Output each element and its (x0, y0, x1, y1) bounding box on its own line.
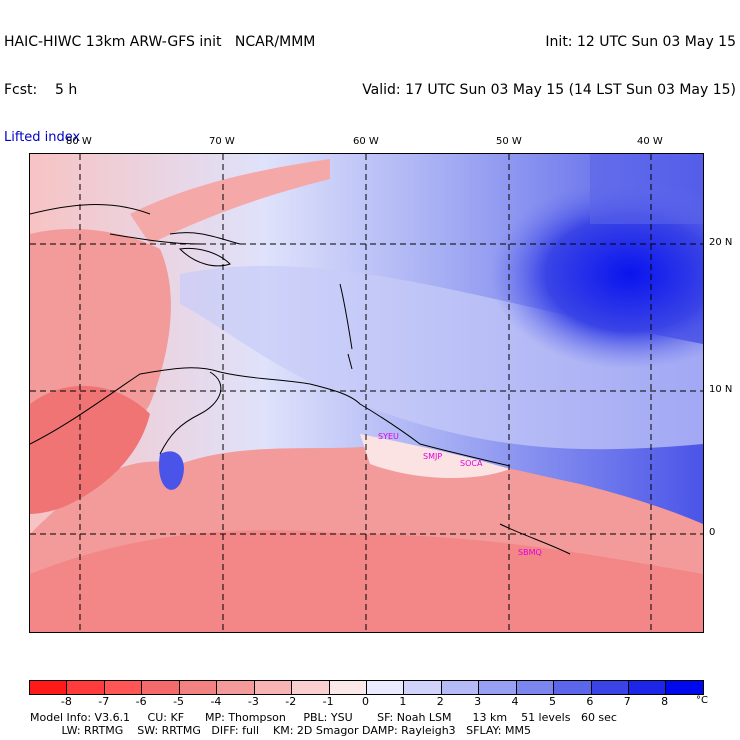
model-info-line1: Model Info: V3.6.1 CU: KF MP: Thompson P… (30, 711, 617, 724)
colorbar-swatch (479, 681, 517, 694)
lat-label-20n: 20 N (709, 237, 733, 248)
colorbar-label: 0 (362, 695, 369, 708)
hispaniola-coast (178, 247, 231, 267)
colorbar-swatch (292, 681, 330, 694)
colorbar-swatch (441, 681, 480, 694)
colorbar-swatch (142, 681, 180, 694)
south-america-north-coast (30, 367, 511, 467)
colorbar-swatch (254, 681, 293, 694)
colorbar-label: 4 (511, 695, 519, 708)
lesser-antilles (339, 283, 353, 370)
colorbar-swatch (404, 681, 442, 694)
map-canvas (30, 154, 703, 632)
colorbar-label: -4 (210, 695, 222, 708)
colorbar-label: -8 (60, 695, 72, 708)
mid-ocean-zone (180, 265, 703, 450)
guiana-coast-zone (360, 434, 510, 479)
stable-northeast (590, 154, 703, 224)
station-label: SOCA (460, 459, 483, 468)
colorbar-swatch (179, 681, 218, 694)
colorbar (29, 680, 704, 695)
caribbean-islands-north (30, 204, 241, 245)
lifted-index-map: SYEU SMJP SOCA SBMQ (29, 153, 704, 633)
colorbar-label: 8 (661, 695, 669, 708)
latlon-grid (30, 154, 703, 632)
lon-label-40w: 40 W (637, 136, 663, 147)
lon-label-60w: 60 W (353, 136, 379, 147)
colorbar-swatch (629, 681, 667, 694)
station-label: SMJP (423, 452, 443, 461)
lat-label-10n: 10 N (709, 384, 733, 395)
northwest-band (130, 159, 330, 244)
colorbar-label: 5 (548, 695, 556, 708)
station-label: SBMQ (518, 548, 542, 557)
colorbar-label: 6 (586, 695, 594, 708)
colorbar-label: -6 (135, 695, 147, 708)
header-right: Init: 12 UTC Sun 03 May 15 Valid: 17 UTC… (362, 2, 736, 114)
colorbar-label: -3 (247, 695, 259, 708)
colorbar-swatch (516, 681, 555, 694)
colorbar-swatch (666, 681, 703, 694)
lon-label-50w: 50 W (496, 136, 522, 147)
colorbar-swatch (104, 681, 143, 694)
colorbar-swatch (329, 681, 367, 694)
forecast-hour: Fcst: 5 h (4, 82, 78, 98)
colorbar-swatch (554, 681, 592, 694)
colorbar-label: 7 (623, 695, 631, 708)
colorbar-swatch (366, 681, 405, 694)
header-left: HAIC-HIWC 13km ARW-GFS init NCAR/MMM Fcs… (4, 2, 315, 162)
station-label: SYEU (378, 432, 399, 441)
stable-core-east (490, 179, 703, 369)
colorbar-label: 2 (436, 695, 444, 708)
colorbar-label: -2 (285, 695, 297, 708)
colorbar-label: -5 (173, 695, 185, 708)
colorbar-label: -1 (322, 695, 334, 708)
model-info-line2: LW: RRTMG SW: RRTMG DIFF: full KM: 2D Sm… (30, 724, 531, 737)
amazon-delta-coast (499, 523, 571, 555)
colorbar-swatch (217, 681, 255, 694)
lat-label-0: 0 (709, 527, 716, 538)
colorbar-swatch (30, 681, 68, 694)
init-time: Init: 12 UTC Sun 03 May 15 (545, 34, 736, 50)
colorbar-swatch (67, 681, 105, 694)
colorbar-unit: °C (696, 695, 708, 706)
colorbar-label: 1 (399, 695, 407, 708)
lake-maracaibo-coast (159, 371, 222, 455)
colorbar-label: 3 (474, 695, 482, 708)
colombia-blue-cell (159, 451, 184, 490)
valid-time: Valid: 17 UTC Sun 03 May 15 (14 LST Sun … (362, 82, 736, 98)
header-title: HAIC-HIWC 13km ARW-GFS init NCAR/MMM (4, 34, 316, 50)
lon-label-70w: 70 W (209, 136, 235, 147)
amazon-unstable (30, 530, 703, 632)
colorbar-label: -7 (98, 695, 110, 708)
central-america-unstable (30, 385, 150, 514)
field-name: Lifted index (4, 130, 81, 145)
coastlines (30, 204, 571, 555)
colorbar-swatch (591, 681, 629, 694)
lon-label-80w: 80 W (66, 136, 92, 147)
